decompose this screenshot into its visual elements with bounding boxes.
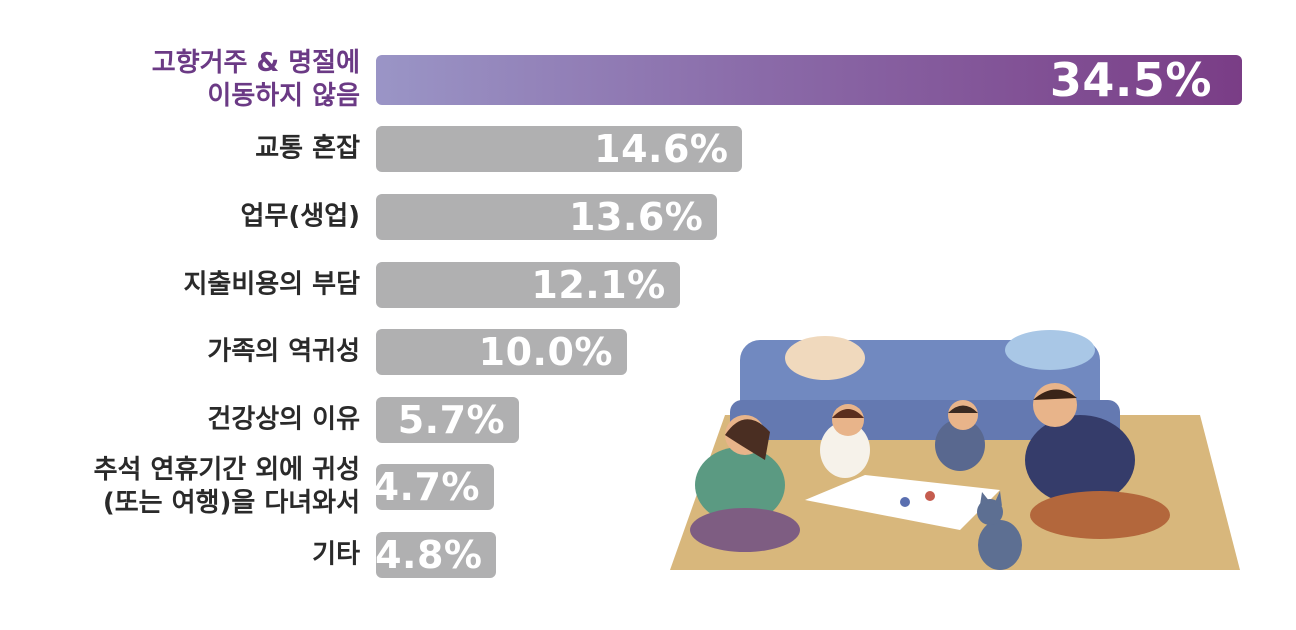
value-label: 4.8% [375, 533, 483, 577]
category-label: 건강상의 이유 [207, 404, 360, 435]
woman [695, 447, 785, 523]
boy [935, 419, 985, 471]
bar: 34.5% [376, 53, 1242, 107]
bar: 14.6% [376, 126, 743, 172]
category-label: 추석 연휴기간 외에 귀성 (또는 여행)을 다녀와서 [93, 455, 360, 518]
bar: 10.0% [376, 329, 627, 375]
bar: 4.8% [375, 532, 497, 578]
value-label: 12.1% [531, 263, 666, 307]
category-label: 업무(생업) [240, 201, 360, 232]
family-board-game-illustration [670, 330, 1240, 570]
value-label: 34.5% [1049, 53, 1212, 107]
category-label: 지출비용의 부담 [183, 269, 361, 300]
category-label: 교통 혼잡 [255, 133, 360, 164]
cushion-right [1005, 330, 1095, 370]
category-label: 기타 [312, 539, 360, 570]
man [1025, 415, 1135, 505]
bar: 4.7% [372, 464, 494, 510]
bar: 5.7% [376, 397, 520, 443]
bar: 12.1% [376, 262, 680, 308]
value-label: 14.6% [594, 127, 729, 171]
value-label: 10.0% [478, 330, 613, 374]
cat [978, 520, 1022, 570]
category-label: 가족의 역귀성 [207, 336, 360, 367]
girl [820, 422, 870, 478]
bar: 13.6% [376, 194, 718, 240]
sofa-seat [730, 400, 1120, 440]
category-label: 고향거주 & 명절에 이동하지 않음 [151, 48, 360, 111]
game-pieces [900, 497, 910, 507]
value-label: 13.6% [569, 195, 704, 239]
value-label: 5.7% [397, 398, 506, 442]
value-label: 4.7% [372, 465, 480, 509]
cushion-left [785, 336, 865, 380]
